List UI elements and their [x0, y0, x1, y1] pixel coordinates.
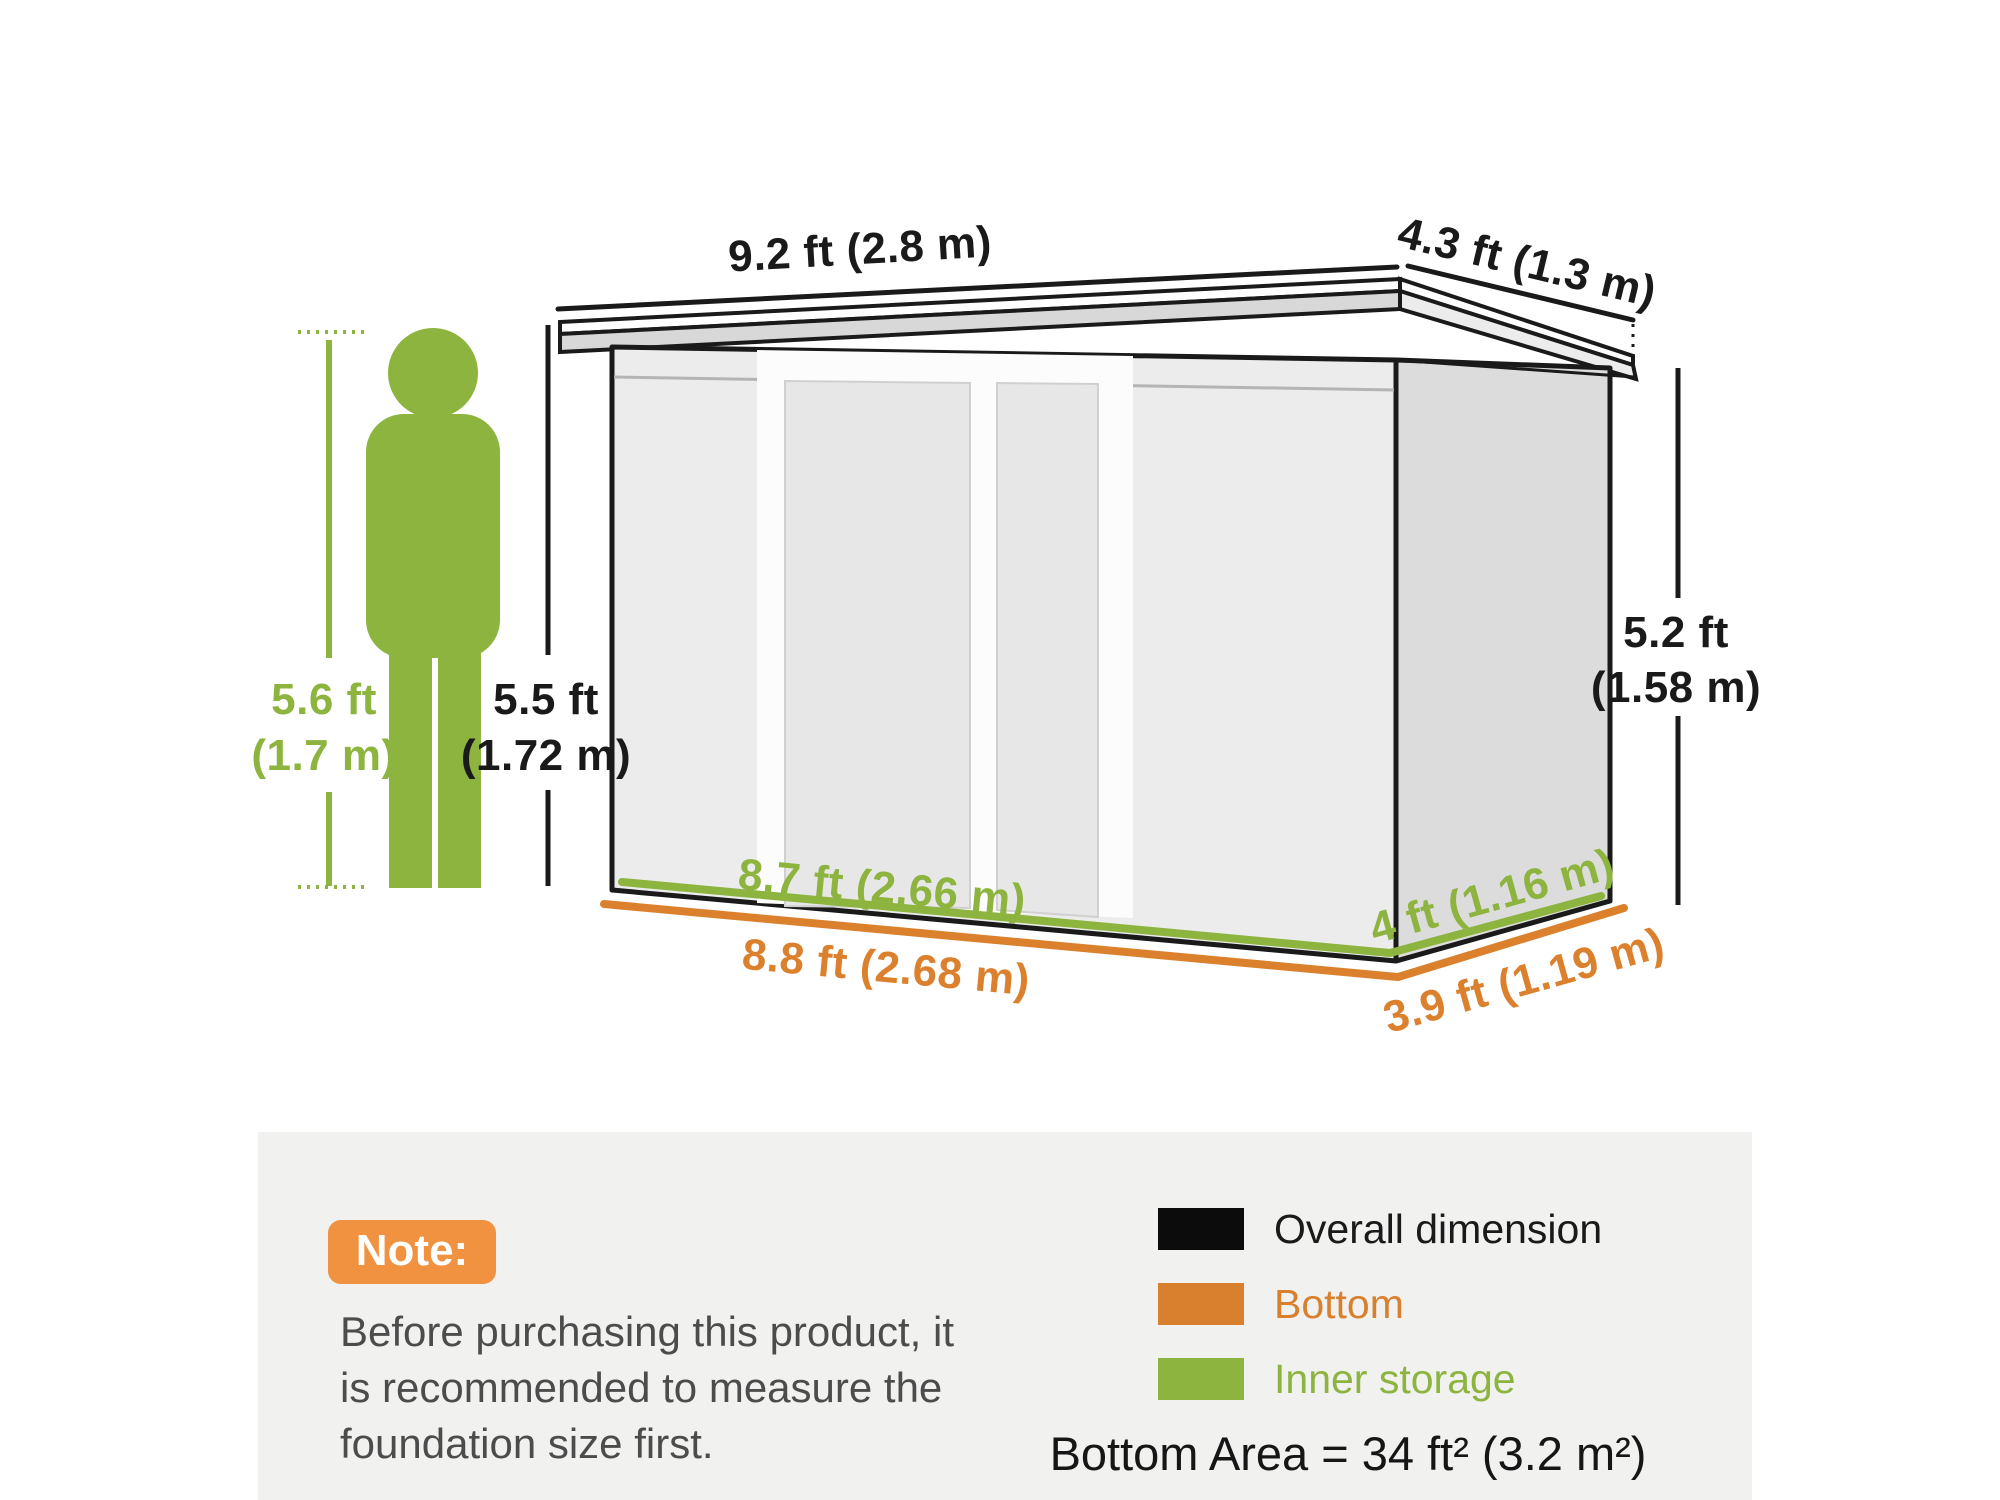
rear-height-label-line1: 5.2 ft	[1623, 608, 1729, 657]
legend-label-overall: Overall dimension	[1274, 1206, 1603, 1252]
legend-row-overall: Overall dimension	[1158, 1208, 1738, 1250]
legend-row-inner-storage: Inner storage	[1158, 1358, 1738, 1400]
legend-label-bottom: Bottom	[1274, 1281, 1404, 1327]
overall-dimension-swatch	[1158, 1208, 1244, 1250]
door-leaf-left	[784, 379, 971, 910]
legend-row-bottom: Bottom	[1158, 1283, 1738, 1325]
person-leg-right	[438, 630, 481, 888]
note-text-line2: is recommended to measure the	[340, 1364, 943, 1411]
front-height-label-line1: 5.5 ft	[493, 675, 599, 724]
legend: Overall dimension Bottom Inner storage	[1158, 1208, 1738, 1433]
bottom-outline	[600, 900, 1628, 981]
roof-depth-dim-line	[1405, 263, 1636, 323]
roof-width-dim-line	[555, 264, 1400, 312]
person-head	[388, 328, 478, 418]
note-text-line1: Before purchasing this product, it	[340, 1308, 955, 1355]
note-text-line3: foundation size first.	[340, 1420, 714, 1467]
person-silhouette	[366, 328, 500, 888]
door-leaf-right	[996, 381, 1099, 919]
person-height-label-line1: 5.6 ft	[271, 675, 377, 724]
note-badge: Note:	[328, 1220, 496, 1284]
person-height-label-line2: (1.7 m)	[251, 731, 397, 780]
note-text: Before purchasing this product, it is re…	[340, 1304, 954, 1472]
bottom-swatch	[1158, 1283, 1244, 1325]
person-leg-left	[389, 630, 432, 888]
rear-height-label-line2: (1.58 m)	[1590, 663, 1762, 712]
inner-storage-swatch	[1158, 1358, 1244, 1400]
bottom-area-text: Bottom Area = 34 ft² (3.2 m²)	[1049, 1427, 1647, 1480]
person-torso	[366, 414, 500, 658]
note-panel: Note: Before purchasing this product, it…	[258, 1132, 1752, 1500]
legend-label-inner-storage: Inner storage	[1274, 1356, 1516, 1402]
roof-fascia-right	[1398, 288, 1639, 382]
front-height-label-line2: (1.72 m)	[460, 731, 632, 780]
inner-storage-outline	[618, 878, 1605, 957]
shed-side-top-edge	[1395, 358, 1635, 379]
